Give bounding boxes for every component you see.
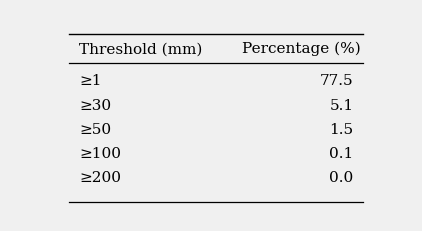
Text: Percentage (%): Percentage (%)	[242, 42, 361, 56]
Text: ≥50: ≥50	[79, 122, 111, 136]
Text: ≥30: ≥30	[79, 98, 111, 112]
Text: ≥100: ≥100	[79, 146, 121, 160]
Text: ≥1: ≥1	[79, 74, 101, 88]
Text: 1.5: 1.5	[330, 122, 354, 136]
Text: 0.0: 0.0	[330, 170, 354, 184]
Text: 5.1: 5.1	[330, 98, 354, 112]
Text: Threshold (mm): Threshold (mm)	[79, 42, 202, 56]
Text: ≥200: ≥200	[79, 170, 121, 184]
Text: 0.1: 0.1	[330, 146, 354, 160]
Text: 77.5: 77.5	[320, 74, 354, 88]
